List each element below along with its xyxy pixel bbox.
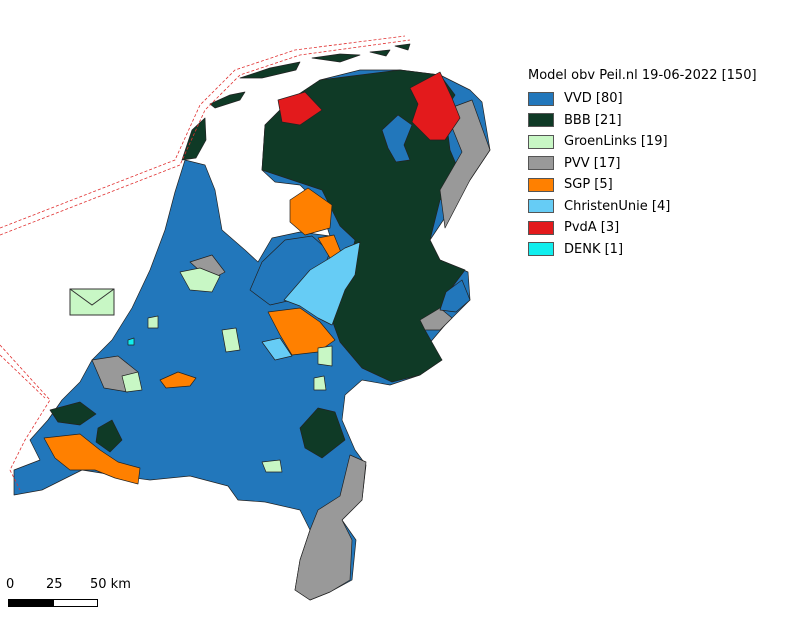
scale-label: 25 <box>46 577 63 592</box>
legend-swatch <box>528 220 554 235</box>
island <box>394 43 411 51</box>
legend: Model obv Peil.nl 19-06-2022 [150] VVD [… <box>528 68 757 260</box>
legend-swatch <box>528 134 554 149</box>
legend-label: DENK [1] <box>564 241 624 257</box>
region-pvda <box>409 71 461 141</box>
legend-swatch <box>528 91 554 106</box>
legend-swatch <box>528 199 554 214</box>
legend-swatch <box>528 242 554 257</box>
legend-label: GroenLinks [19] <box>564 134 668 150</box>
region-vvd <box>439 279 471 313</box>
region-bbb <box>49 401 97 426</box>
legend-item: PVV [17] <box>528 153 757 175</box>
legend-swatch <box>528 177 554 192</box>
scale-label: 0 <box>6 577 15 592</box>
legend-item: PvdA [3] <box>528 217 757 239</box>
legend-item: DENK [1] <box>528 239 757 261</box>
region-pvda <box>277 91 323 126</box>
legend-item: BBB [21] <box>528 110 757 132</box>
legend-item: GroenLinks [19] <box>528 131 757 153</box>
region-groenlinks <box>179 267 221 293</box>
region-bbb <box>95 419 123 453</box>
envelope-icon <box>69 288 115 316</box>
legend-label: SGP [5] <box>564 177 613 193</box>
region-pvv <box>419 307 453 331</box>
legend-swatch <box>528 113 554 128</box>
region-sgp <box>159 371 197 389</box>
legend-item: SGP [5] <box>528 174 757 196</box>
region-pvv <box>439 99 491 229</box>
region-sgp <box>267 307 336 356</box>
region-groenlinks <box>261 459 283 473</box>
legend-item: VVD [80] <box>528 88 757 110</box>
scale-segment <box>8 599 54 607</box>
legend-label: VVD [80] <box>564 91 623 107</box>
legend-label: PvdA [3] <box>564 220 620 236</box>
region-pvv <box>294 454 367 601</box>
region-sgp <box>43 433 141 485</box>
scale-label: 50 km <box>90 577 131 592</box>
region-groenlinks <box>147 315 159 329</box>
legend-title: Model obv Peil.nl 19-06-2022 [150] <box>528 68 757 83</box>
region-christenunie <box>261 337 293 361</box>
legend-label: PVV [17] <box>564 155 621 171</box>
legend-item: ChristenUnie [4] <box>528 196 757 218</box>
region-groenlinks <box>317 345 333 367</box>
legend-swatch <box>528 156 554 171</box>
island <box>369 49 391 57</box>
region-christenunie <box>283 241 361 326</box>
island <box>239 61 301 79</box>
region-groenlinks <box>313 375 327 391</box>
island <box>311 53 361 63</box>
legend-label: BBB [21] <box>564 112 622 128</box>
scale-segment <box>53 599 98 607</box>
region-groenlinks <box>221 327 241 353</box>
region-denk <box>127 337 135 346</box>
region-vvd <box>381 114 413 163</box>
region-sgp <box>289 187 333 236</box>
region-groenlinks <box>121 371 143 393</box>
island <box>181 117 207 161</box>
legend-label: ChristenUnie [4] <box>564 198 671 214</box>
island <box>209 91 246 109</box>
region-bbb <box>299 407 346 459</box>
